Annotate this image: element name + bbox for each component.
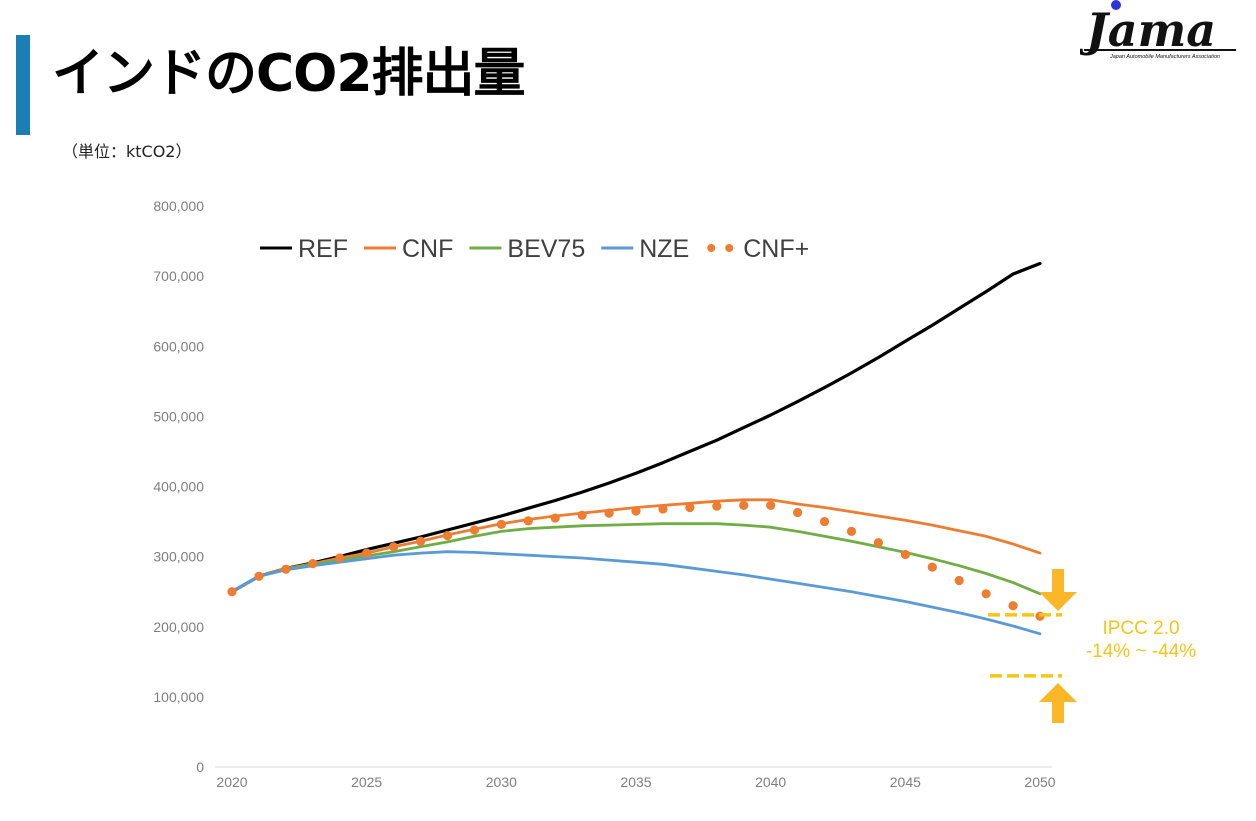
jama-logo: Jama Japan Automobile Manufacturers Asso…: [1080, 0, 1236, 60]
logo-text: Jama: [1080, 3, 1216, 57]
cnf-plus-point: [496, 519, 506, 529]
logo-dot: [1111, 0, 1121, 10]
cnf-plus-point: [685, 502, 695, 513]
cnf-plus-point: [523, 516, 533, 526]
y-tick-label: 400,000: [153, 479, 204, 495]
cnf-plus-point: [335, 553, 345, 563]
cnf-plus-point: [1008, 601, 1018, 611]
cnf-plus-point: [927, 562, 937, 572]
cnf-plus-point: [954, 575, 964, 586]
cnf-plus-point: [254, 571, 264, 581]
y-tick-label: 500,000: [153, 408, 204, 424]
cnf-plus-point: [604, 508, 614, 518]
logo-subtitle: Japan Automobile Manufacturers Associati…: [1109, 54, 1220, 60]
x-tick-label: 2050: [1024, 774, 1055, 790]
cnf-plus-point: [631, 506, 641, 516]
y-tick-label: 800,000: [153, 198, 204, 214]
page-title: インドのCO2排出量: [52, 44, 526, 104]
cnf-plus-point: [362, 548, 372, 558]
legend-label-nze: NZE: [639, 235, 689, 263]
cnf-plus-point: [981, 589, 991, 599]
cnf-plus-point: [550, 513, 560, 523]
ipcc-down-arrow-icon: [1039, 569, 1077, 611]
series-line-bev75: [230, 522, 1042, 596]
y-tick-label: 700,000: [153, 268, 204, 284]
series-line-ref: [230, 261, 1042, 594]
cnf-plus-point: [712, 501, 722, 511]
y-tick-label: 600,000: [153, 338, 204, 354]
cnf-plus-point: [658, 504, 668, 514]
ipcc-up-arrow-icon: [1039, 683, 1077, 723]
x-tick-label: 2045: [890, 774, 921, 790]
ipcc-range: -14% ~ -44%: [1085, 641, 1197, 662]
legend-label-cnf: CNF: [402, 235, 453, 263]
legend-label-cnf-plus: CNF+: [743, 235, 809, 263]
cnf-plus-point: [793, 507, 803, 518]
x-tick-label: 2040: [755, 774, 786, 790]
legend-swatch-cnf-plus: [725, 244, 734, 252]
logo-underline: [1084, 49, 1236, 51]
y-tick-label: 200,000: [153, 619, 204, 635]
ipcc-label: IPCC 2.0: [1102, 618, 1180, 639]
y-tick-label: 300,000: [153, 549, 204, 565]
legend-label-bev75: BEV75: [507, 235, 585, 263]
cnf-plus-point: [281, 564, 291, 574]
cnf-plus-point: [469, 525, 479, 535]
series-line-nze: [230, 550, 1042, 636]
x-tick-label: 2030: [486, 774, 517, 790]
cnf-plus-point: [846, 526, 857, 536]
ipcc-annotation: IPCC 2.0 -14% ~ -44%: [1066, 617, 1216, 663]
x-tick-label: 2020: [216, 774, 247, 790]
y-tick-label: 0: [196, 759, 204, 775]
legend-label-ref: REF: [298, 235, 348, 263]
cnf-plus-point: [308, 559, 318, 569]
unit-label: （単位：ktCO2）: [62, 142, 192, 161]
x-tick-label: 2025: [351, 774, 382, 790]
cnf-plus-point: [442, 530, 453, 541]
cnf-plus-point: [873, 538, 884, 548]
y-tick-label: 100,000: [153, 689, 204, 705]
x-tick-label: 2035: [620, 774, 651, 790]
cnf-plus-point: [389, 542, 399, 552]
cnf-plus-point: [739, 500, 749, 511]
cnf-plus-point: [227, 587, 237, 597]
cnf-plus-point: [900, 549, 910, 560]
cnf-plus-point: [766, 500, 776, 511]
cnf-plus-point: [577, 510, 587, 520]
title-accent-bar: [16, 35, 30, 135]
cnf-plus-point: [415, 536, 426, 546]
legend-swatch-cnf-plus: [707, 244, 716, 252]
cnf-plus-point: [819, 516, 830, 527]
